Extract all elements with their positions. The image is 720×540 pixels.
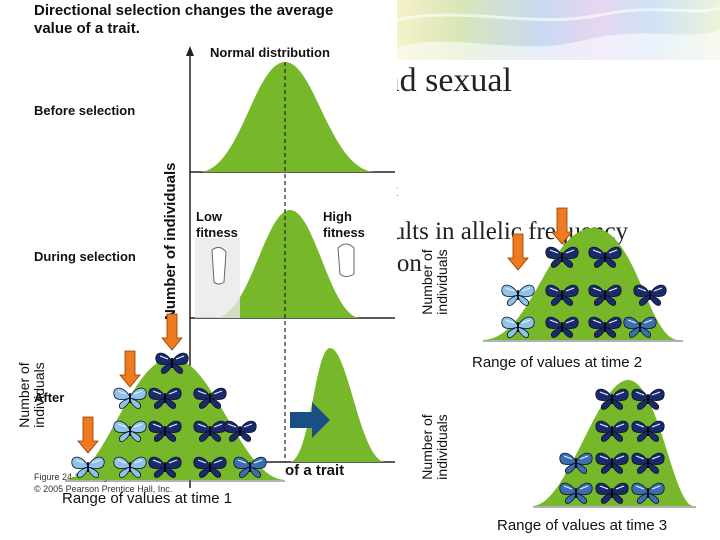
- orange-arrow-icon: [161, 313, 183, 351]
- butterfly-icon: [193, 387, 227, 409]
- before-selection-curve: [200, 62, 375, 172]
- butterfly-icon: [223, 420, 257, 442]
- after-selection-label: After: [34, 390, 65, 405]
- butterfly-icon: [595, 482, 629, 504]
- butterfly-icon: [623, 316, 657, 338]
- panel-time1-graphic: [65, 358, 285, 482]
- butterfly-icon: [631, 420, 665, 442]
- orange-arrow-icon: [507, 233, 529, 271]
- butterfly-icon: [113, 456, 147, 478]
- butterfly-icon: [588, 284, 622, 306]
- butterfly-icon: [233, 456, 267, 478]
- butterfly-icon: [545, 284, 579, 306]
- butterfly-icon: [559, 452, 593, 474]
- time2-x-label: Range of values at time 2: [472, 354, 643, 371]
- orange-arrow-icon: [119, 350, 141, 388]
- banner-decoration: [395, 6, 720, 60]
- figure-x-axis-label: of a trait: [285, 462, 345, 479]
- butterfly-icon: [545, 246, 579, 268]
- butterfly-icon: [545, 316, 579, 338]
- figure-caption-2: © 2005 Pearson Prentice Hall, Inc.: [34, 484, 173, 494]
- butterfly-icon: [148, 456, 182, 478]
- butterfly-icon: [633, 284, 667, 306]
- orange-arrow-icon: [77, 416, 99, 454]
- butterfly-icon: [559, 482, 593, 504]
- time1-curve: [65, 358, 285, 480]
- butterfly-icon: [113, 420, 147, 442]
- figure-heading-line2: value of a trait.: [34, 20, 140, 37]
- low-fitness-hand-icon: [211, 246, 227, 285]
- butterfly-icon: [588, 246, 622, 268]
- butterfly-icon: [113, 387, 147, 409]
- butterfly-icon: [631, 452, 665, 474]
- panel-time3-graphic: [533, 380, 696, 508]
- butterfly-icon: [148, 420, 182, 442]
- before-selection-label: Before selection: [34, 103, 136, 118]
- butterfly-icon: [148, 387, 182, 409]
- butterfly-icon: [631, 482, 665, 504]
- normal-distribution-label: Normal distribution: [210, 45, 330, 60]
- time2-curve: [483, 228, 678, 340]
- butterfly-icon: [71, 456, 105, 478]
- butterfly-icon: [501, 316, 535, 338]
- during-selection-curve: [215, 210, 360, 318]
- butterfly-icon: [193, 420, 227, 442]
- low-fitness-label: Low fitness: [196, 209, 238, 240]
- time1-x-label: Range of values at time 1: [62, 490, 233, 507]
- butterfly-icon: [595, 388, 629, 410]
- high-fitness-label: High fitness: [323, 209, 365, 240]
- textbook-figure-graphics: [186, 46, 395, 488]
- high-fitness-hand-icon: [337, 243, 355, 277]
- time3-x-label: Range of values at time 3: [497, 517, 668, 534]
- during-selection-label: During selection: [34, 249, 136, 264]
- butterfly-icon: [193, 456, 227, 478]
- butterfly-icon: [588, 316, 622, 338]
- butterfly-icon: [501, 284, 535, 306]
- shift-arrow-icon: [290, 402, 330, 438]
- butterfly-icon: [631, 388, 665, 410]
- butterfly-icon: [155, 352, 189, 374]
- butterfly-icon: [595, 452, 629, 474]
- figure-heading-line1: Directional selection changes the averag…: [34, 2, 334, 19]
- time3-curve: [533, 380, 693, 506]
- orange-arrow-icon: [551, 207, 573, 245]
- panel-time2-graphic: [483, 228, 683, 342]
- butterfly-icon: [595, 420, 629, 442]
